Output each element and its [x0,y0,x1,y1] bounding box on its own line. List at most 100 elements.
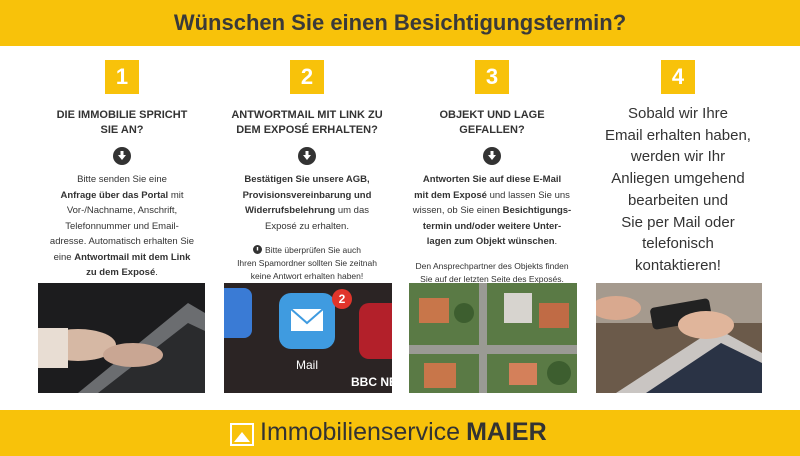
step-heading: ANTWORTMAIL MIT LINK ZU DEM EXPOSÉ ERHALT… [207,108,407,138]
text-line: Anliegen umgehend [578,168,778,190]
text-line: lagen zum Objekt wünschen. [392,234,592,250]
text: Den Ansprechpartner des Objekts finden [415,260,569,271]
text-line: Provisionsvereinbarung und [207,188,407,204]
down-arrow [483,147,501,165]
step-number: 1 [105,60,139,94]
heading-line: DEM EXPOSÉ ERHALTEN? [236,124,378,136]
text: keine Antwort erhalten haben! [250,271,364,281]
arrow-stem [305,151,309,156]
text-line: Ihren Spamordner sollten Sie zeitnah [207,257,407,270]
step: 2 ANTWORTMAIL MIT LINK ZU DEM EXPOSÉ ERHAL… [207,60,407,283]
text: Anliegen umgehend [611,170,745,188]
heading-line: SIE AN? [100,124,144,136]
text-line: Telefonnummer und Email- [22,219,222,235]
paragraph: Bestätigen Sie unsere AGB, Provisionsvere… [207,172,407,234]
down-arrow [298,147,316,165]
text-line: Antworten Sie auf diese E-Mail [392,172,592,188]
down-arrow [113,147,131,165]
arrow-stem [120,151,124,156]
app-label: BBC NEWS [351,375,392,389]
text-line: Sie per Mail oder [578,212,778,234]
text: wissen, ob Sie einen [412,205,503,216]
logo [230,422,254,446]
text-line: Bitte senden Sie eine [22,172,222,188]
text-line: Bitte überprüfen Sie auch [207,244,407,257]
text-line: Widerrufsbelehrung um das [207,203,407,219]
title: Wünschen Sie einen Besichtigungstermin? [173,10,627,35]
text: Sie per Mail oder [621,213,735,231]
text: Exposé zu erhalten. [265,220,349,232]
icon-mark [256,247,259,251]
heading-line: ANTWORTMAIL MIT LINK ZU [231,109,383,121]
arrow-head [488,155,496,160]
text-line: telefonisch [578,233,778,255]
brand-name: Immobilienservice [260,418,461,446]
text: adresse. Automatisch erhalten Sie [49,236,195,247]
step: 4 Sobald wir Ihre Email erhalten haben, wer… [578,60,778,277]
text-bold: lagen zum Objekt wünschen [426,236,555,247]
arrow-head [118,155,126,160]
text-line: keine Antwort erhalten haben! [207,270,407,283]
text-line: Email erhalten haben, [578,125,778,147]
text-bold: Anfrage über das Portal [60,189,169,201]
step: 3 OBJEKT UND LAGE GEFALLEN? Antworten Sie a… [392,60,592,286]
text: Sobald wir Ihre [627,105,729,122]
text: um das [335,205,369,216]
text: . [155,267,158,278]
text-bold: zu dem Exposé [86,267,156,278]
text: Sie auf der letzten Seite des Exposés. [420,273,564,284]
text-line: kontaktieren! [578,255,778,277]
text-line: Sobald wir Ihre [578,103,778,125]
arrow-stem [490,151,494,156]
app-label: Mail [296,358,318,372]
brand-name-bold: MAIER [466,418,547,446]
text: bearbeiten und [627,191,729,209]
text: Email erhalten haben, [605,126,751,144]
step-number: 3 [475,60,509,94]
text-bold: Provisionsvereinbarung und [242,189,372,201]
photo-phone: 2 Mail BBC NEWS [224,283,392,393]
photo-aerial [409,283,577,393]
paragraph: Den Ansprechpartner des Objekts finden Si… [392,260,592,286]
step-heading: OBJEKT UND LAGE GEFALLEN? [392,108,592,138]
brand: Immobilienservice MAIER [230,418,547,447]
photo-person [596,283,762,393]
text-line: Vor-/Nachname, Anschrift, [22,203,222,219]
heading-line: GEFALLEN? [459,124,525,136]
footer-band: Immobilienservice MAIER [0,410,800,456]
text-bold: Antworten Sie auf diese E-Mail [422,174,562,185]
step-number: 2 [290,60,324,94]
text: werden wir Ihr [630,148,726,166]
text-line: zu dem Exposé. [22,265,222,281]
step-number: 4 [661,60,695,94]
text-line: termin und/oder weitere Unter- [392,219,592,235]
heading-line: OBJEKT UND LAGE [439,109,545,121]
text: Bitte überprüfen Sie auch [265,245,361,255]
text-bold: Besichtigungs- [502,205,572,216]
text: Vor-/Nachname, Anschrift, [66,205,178,216]
paragraph: Bitte überprüfen Sie auch Ihren Spamordne… [207,244,407,283]
text-bold: Antwortmail mit dem Link [74,251,191,263]
text: kontaktieren! [635,256,721,274]
text-bold: Widerrufsbelehrung [245,205,336,216]
text: mit [168,189,184,201]
text-line: Bestätigen Sie unsere AGB, [207,172,407,188]
text-line: Den Ansprechpartner des Objekts finden [392,260,592,273]
text-line: Anfrage über das Portal mit [22,188,222,204]
text-line: mit dem Exposé und lassen Sie uns [392,188,592,204]
arrow-head [303,155,311,160]
text-bold: termin und/oder weitere Unter- [422,220,562,232]
text: Bitte senden Sie eine [77,174,167,185]
text-line: Sie auf der letzten Seite des Exposés. [392,273,592,286]
text-bold: mit dem Exposé [414,189,487,201]
photo-laptop [38,283,205,393]
text-line: werden wir Ihr [578,146,778,168]
text-line: Exposé zu erhalten. [207,219,407,235]
text: und lassen Sie uns [486,189,570,201]
text: Ihren Spamordner sollten Sie zeitnah [237,258,377,268]
step-heading: DIE IMMOBILIE SPRICHT SIE AN? [22,108,222,138]
step: 1 DIE IMMOBILIE SPRICHT SIE AN? Bitte sende… [22,60,222,281]
heading-line: DIE IMMOBILIE SPRICHT [56,109,188,121]
text: eine [53,251,75,263]
